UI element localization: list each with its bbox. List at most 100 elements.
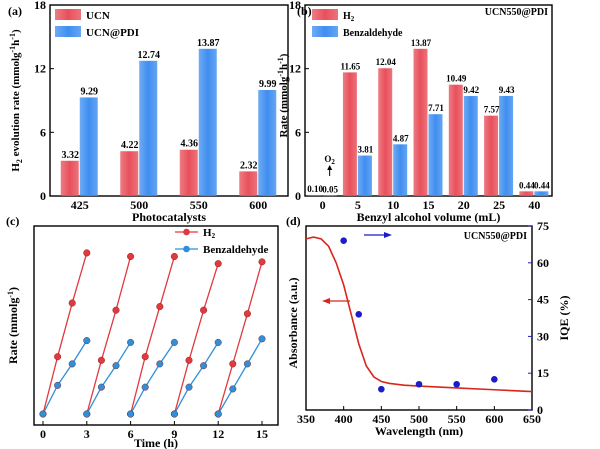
panel-b-bar <box>428 114 443 196</box>
panel-c-point <box>243 360 251 368</box>
panel-c-series-line <box>173 263 219 415</box>
panel-b-data-label: 7.57 <box>484 105 500 115</box>
panel-b-xlabel: Benzyl alcohol volume (mL) <box>357 210 501 224</box>
panel-c-point <box>185 356 193 364</box>
panel-c-point <box>258 335 266 343</box>
panel-a-ytick-label: 12 <box>34 62 46 76</box>
panel-a-xtick-label: 550 <box>190 198 208 212</box>
panel-b-bar <box>463 96 478 196</box>
panel-c-legend-label: Benzaldehyde <box>203 244 269 256</box>
panel-d-absorbance-curve <box>305 236 533 393</box>
panel-c-legend-marker <box>183 228 190 236</box>
panel-c-point <box>200 362 208 370</box>
panel-b-bar <box>342 72 357 196</box>
panel-b-data-label: 0.44 <box>519 180 535 190</box>
panel-b-bar <box>448 84 463 196</box>
panel-c-point <box>200 306 208 314</box>
panel-c-xlabel: Time (h) <box>134 436 178 449</box>
panel-c-point <box>141 383 149 391</box>
panel-b-bar <box>484 115 499 196</box>
panel-d-ytick-right-label: 30 <box>537 329 549 343</box>
panel-b-bar <box>322 195 337 197</box>
panel-a-ylabel: H2 evolution rate (mmolg-1h-1) <box>8 29 24 172</box>
panel-c-series-line <box>129 256 176 415</box>
panel-b-data-label: 9.43 <box>499 85 515 95</box>
panel-d-iqe-point <box>415 380 423 388</box>
panel-c-series-line <box>86 342 132 415</box>
panel-b-xtick-label: 10 <box>387 198 399 212</box>
panel-d-xtick-label: 350 <box>297 412 315 426</box>
panel-a-ytick-label: 0 <box>40 189 46 203</box>
panel-c-point <box>97 356 105 364</box>
panel-c-series-line <box>217 338 263 415</box>
panel-b-annotation: UCN550@PDI <box>485 7 548 18</box>
panel-b-data-label: 10.49 <box>446 74 467 84</box>
panel-c-point <box>170 252 178 260</box>
panel-a-ytick-label: 18 <box>34 0 46 12</box>
panel-c-xtick-label: 3 <box>84 427 90 441</box>
panel-a-data-label: 3.32 <box>62 150 80 161</box>
panel-c-frame <box>33 225 279 426</box>
panel-a-legend-swatch <box>55 9 81 20</box>
panel-d-xtick-label: 600 <box>485 412 503 426</box>
panel-b-data-label: 11.65 <box>341 61 361 71</box>
panel-b-bar <box>534 191 549 196</box>
panel-b-data-label: 9.42 <box>463 85 479 95</box>
panel-a-data-label: 4.36 <box>181 139 199 150</box>
panel-c-point <box>229 385 237 393</box>
panel-a-legend-swatch <box>55 26 81 37</box>
panel-b-data-label: 12.04 <box>376 57 397 67</box>
panel-c-point <box>83 410 91 418</box>
panel-a-bar <box>120 151 139 196</box>
panel-b-bar <box>393 144 408 196</box>
panel-c-point <box>68 299 76 307</box>
panel-d-right-arrowhead <box>384 232 392 238</box>
panel-c-xtick-label: 12 <box>212 427 224 441</box>
panel-c-point <box>185 383 193 391</box>
panel-c-point <box>214 410 222 418</box>
panel-a-bar <box>239 171 258 196</box>
panel-b-bar <box>307 194 322 196</box>
panel-b-o2-arrowhead <box>327 165 333 170</box>
panel-a-legend-label: UCN <box>86 10 110 22</box>
panel-a-bar <box>179 149 198 196</box>
panel-b-data-label: 0.44 <box>534 180 550 190</box>
panel-a-bar <box>198 48 217 197</box>
panel-b-data-label: 13.87 <box>411 38 432 48</box>
panel-a-data-label: 12.74 <box>138 50 161 61</box>
panel-a-xtick-label: 600 <box>249 198 267 212</box>
panel-c-point <box>127 338 135 346</box>
panel-d-ytick-right-label: 75 <box>537 219 549 233</box>
panel-a-xtick-label: 500 <box>130 198 148 212</box>
panel-b-data-label: 0.05 <box>322 184 338 194</box>
panel-b-bar <box>357 155 372 196</box>
panel-d-ylabel-right: IQE (%) <box>557 295 571 340</box>
panel-a-data-label: 13.87 <box>197 38 220 49</box>
panel-c-series-line <box>217 261 263 415</box>
panel-a-bar <box>60 160 79 196</box>
panel-b-bar <box>378 68 393 196</box>
panel-b-legend-swatch <box>312 26 338 37</box>
panel-a-xlabel: Photocatalysts <box>132 210 206 224</box>
panel-d-xtick-label: 650 <box>523 412 541 426</box>
panel-b-ytick-label: 12 <box>289 62 301 76</box>
panel-c-legend-label: H2 <box>203 227 216 240</box>
panel-a-data-label: 4.22 <box>121 140 139 151</box>
panel-d-left-arrowhead <box>322 298 330 304</box>
panel-b-xtick-label: 40 <box>528 198 540 212</box>
panel-b-bar <box>519 191 534 196</box>
panel-d-iqe-point <box>378 385 385 393</box>
panel-c-point <box>112 306 120 314</box>
panel-a-bar <box>79 97 98 196</box>
panel-a-frame <box>49 4 289 197</box>
panel-c-point <box>170 410 178 418</box>
panel-c-series-line <box>173 342 219 415</box>
panel-c-point <box>229 360 237 368</box>
panel-c-point <box>83 249 91 257</box>
panel-b-ytick-label: 6 <box>295 125 301 139</box>
panel-c-point <box>214 338 222 346</box>
panel-d-ytick-right-label: 45 <box>537 293 549 307</box>
panel-b-xtick-label: 0 <box>320 198 326 212</box>
panel-b-data-label: 7.71 <box>428 103 444 113</box>
